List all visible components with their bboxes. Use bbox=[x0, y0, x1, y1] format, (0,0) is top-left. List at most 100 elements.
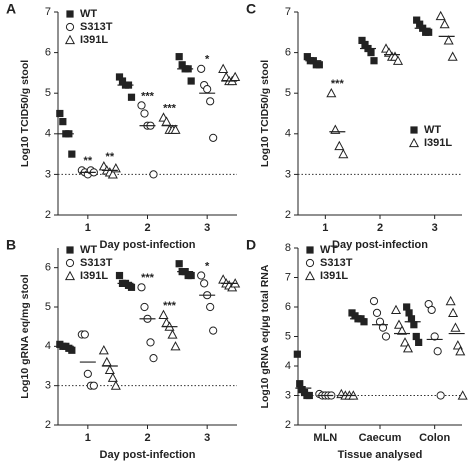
y-tick-label: 4 bbox=[45, 340, 51, 352]
legend-label: WT bbox=[80, 8, 97, 20]
significance-label: ** bbox=[106, 151, 115, 163]
y-tick-label: 6 bbox=[45, 47, 51, 59]
circle-point bbox=[433, 347, 442, 356]
triangle-point bbox=[396, 325, 408, 335]
y-tick-label: 5 bbox=[45, 301, 51, 313]
significance-label: *** bbox=[163, 102, 177, 114]
circle-point bbox=[430, 332, 439, 341]
y-tick-label: 5 bbox=[285, 87, 291, 99]
circle-point bbox=[140, 302, 149, 312]
square-point bbox=[178, 61, 186, 69]
triangle-point bbox=[435, 10, 446, 21]
legend-marker bbox=[65, 258, 75, 268]
y-tick-label: 6 bbox=[285, 301, 291, 313]
square-point bbox=[56, 109, 64, 118]
x-axis-label: Day post-infection bbox=[332, 239, 428, 251]
legend-marker bbox=[64, 270, 76, 281]
x-axis-label: Tissue analysed bbox=[338, 449, 423, 461]
y-tick-label: 2 bbox=[285, 209, 291, 221]
circle-point bbox=[209, 133, 218, 142]
panel-label: B bbox=[6, 237, 16, 253]
y-tick-label: 6 bbox=[45, 262, 51, 274]
legend-label: S313T bbox=[80, 21, 113, 33]
square-point bbox=[410, 321, 418, 329]
square-point bbox=[425, 28, 433, 36]
y-tick-label: 3 bbox=[285, 389, 291, 401]
triangle-point bbox=[448, 307, 459, 317]
circle-point bbox=[372, 308, 382, 317]
significance-label: *** bbox=[331, 78, 345, 90]
circle-point bbox=[137, 283, 146, 292]
square-point bbox=[416, 20, 424, 28]
square-point bbox=[370, 57, 378, 65]
triangle-point bbox=[170, 341, 181, 351]
y-tick-label: 3 bbox=[285, 168, 291, 180]
significance-label: * bbox=[205, 260, 210, 272]
x-tick-label: MLN bbox=[313, 432, 337, 444]
circle-point bbox=[83, 369, 92, 378]
square-point bbox=[360, 318, 368, 326]
legend-marker bbox=[66, 246, 74, 254]
significance-label: *** bbox=[163, 300, 177, 312]
triangle-point bbox=[450, 322, 461, 332]
y-tick-label: 4 bbox=[285, 360, 291, 372]
circle-point bbox=[381, 332, 391, 341]
square-point bbox=[293, 350, 301, 358]
triangle-point bbox=[104, 364, 115, 375]
y-axis-label: Log10 TCID50/g stool bbox=[259, 60, 271, 167]
circle-point bbox=[427, 305, 436, 315]
triangle-point bbox=[110, 380, 121, 390]
panel-label: A bbox=[6, 1, 16, 17]
y-axis-label: Log10 TCID50/g stool bbox=[19, 60, 31, 167]
legend-marker bbox=[305, 258, 315, 268]
y-tick-label: 6 bbox=[285, 47, 291, 59]
legend-marker bbox=[304, 270, 316, 281]
square-point bbox=[118, 77, 127, 85]
y-tick-label: 4 bbox=[285, 128, 291, 140]
significance-label: *** bbox=[141, 272, 155, 284]
circle-point bbox=[80, 330, 89, 339]
circle-point bbox=[369, 297, 379, 306]
square-point bbox=[115, 271, 124, 280]
square-point bbox=[68, 150, 76, 158]
triangle-point bbox=[107, 372, 118, 382]
x-tick-label: 1 bbox=[85, 432, 91, 444]
square-point bbox=[367, 49, 375, 57]
triangle-point bbox=[445, 295, 456, 306]
circle-point bbox=[197, 271, 206, 280]
square-point bbox=[413, 16, 421, 24]
x-tick-label: 1 bbox=[85, 222, 91, 234]
circle-point bbox=[89, 381, 98, 390]
legend-marker bbox=[65, 22, 75, 32]
x-tick-label: Colon bbox=[419, 432, 450, 444]
y-tick-label: 2 bbox=[45, 419, 51, 431]
square-point bbox=[127, 93, 136, 101]
legend-label: I391L bbox=[424, 137, 452, 149]
triangle-point bbox=[107, 169, 118, 179]
circle-point bbox=[436, 391, 445, 400]
triangle-point bbox=[158, 309, 169, 319]
circle-point bbox=[146, 338, 155, 347]
legend-marker bbox=[306, 246, 314, 254]
square-point bbox=[415, 338, 423, 346]
triangle-point bbox=[393, 319, 405, 329]
square-point bbox=[303, 53, 311, 61]
square-point bbox=[407, 315, 416, 323]
panel-label: C bbox=[246, 1, 256, 17]
circle-point bbox=[378, 323, 388, 332]
triangle-point bbox=[218, 63, 229, 73]
legend-marker bbox=[410, 126, 418, 134]
legend-marker bbox=[66, 10, 74, 18]
square-point bbox=[361, 40, 369, 49]
legend-label: WT bbox=[80, 244, 97, 256]
legend-marker bbox=[64, 34, 76, 45]
x-tick-label: Caecum bbox=[359, 432, 402, 444]
y-tick-label: 3 bbox=[45, 168, 51, 180]
square-point bbox=[127, 283, 136, 291]
circle-point bbox=[149, 354, 158, 363]
triangle-point bbox=[447, 51, 458, 61]
square-point bbox=[59, 118, 67, 126]
square-point bbox=[296, 380, 304, 388]
circle-point bbox=[137, 101, 146, 110]
triangle-point bbox=[390, 304, 402, 315]
